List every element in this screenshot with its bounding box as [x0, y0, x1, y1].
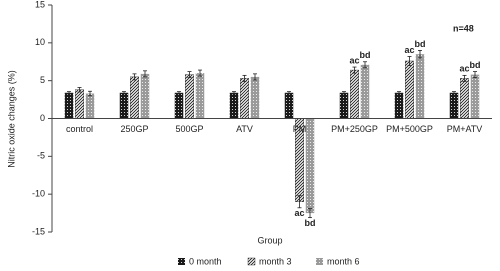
legend-label: month 3: [259, 256, 292, 266]
legend-label: 0 month: [189, 256, 222, 266]
y-tick-label: 0: [40, 113, 45, 123]
bar: [75, 89, 84, 119]
bar: [305, 118, 315, 214]
bar: [394, 92, 404, 119]
legend-swatch: [178, 258, 185, 265]
y-tick-label: -15: [32, 226, 45, 236]
significance-label: bd: [415, 39, 426, 49]
bar: [284, 92, 294, 119]
bar: [174, 92, 184, 119]
x-tick-label: PM+ATV: [447, 124, 483, 134]
significance-label: ac: [294, 208, 304, 218]
x-tick-label: PM: [293, 124, 307, 134]
bar: [360, 64, 370, 119]
bar: [339, 92, 349, 119]
x-tick-label: 250GP: [120, 124, 148, 134]
y-tick-label: 15: [35, 0, 45, 9]
bar: [350, 69, 359, 119]
y-tick-label: -5: [37, 151, 45, 161]
x-axis-title: Group: [257, 235, 282, 245]
bar: [415, 54, 425, 119]
bar: [119, 92, 129, 119]
bar: [185, 74, 194, 119]
significance-label: ac: [404, 45, 414, 55]
bar: [64, 92, 74, 119]
bar: [229, 92, 239, 119]
bar: [250, 76, 260, 119]
bar: [195, 73, 205, 119]
bar: [130, 76, 139, 119]
annotation: n=48: [453, 23, 474, 33]
bar: [460, 78, 469, 119]
bar: [140, 73, 150, 119]
bar: [85, 93, 95, 119]
x-tick-label: PM+250GP: [331, 124, 378, 134]
significance-label: bd: [470, 60, 481, 70]
y-tick-label: -10: [32, 189, 45, 199]
y-axis-title: Nitric oxide changes (%): [6, 70, 16, 168]
x-tick-label: control: [66, 124, 93, 134]
bar: [240, 78, 249, 119]
significance-label: bd: [305, 218, 316, 228]
significance-label: bd: [360, 50, 371, 60]
bar: [405, 60, 414, 119]
legend-swatch: [316, 258, 323, 265]
x-tick-label: PM+500GP: [386, 124, 433, 134]
legend-label: month 6: [327, 256, 360, 266]
bar: [470, 74, 480, 119]
x-tick-label: 500GP: [175, 124, 203, 134]
x-tick-label: ATV: [236, 124, 253, 134]
bar: [449, 92, 459, 119]
significance-label: ac: [459, 64, 469, 74]
y-tick-label: 5: [40, 75, 45, 85]
y-tick-label: 10: [35, 37, 45, 47]
legend-swatch: [247, 257, 256, 266]
significance-label: ac: [349, 55, 359, 65]
